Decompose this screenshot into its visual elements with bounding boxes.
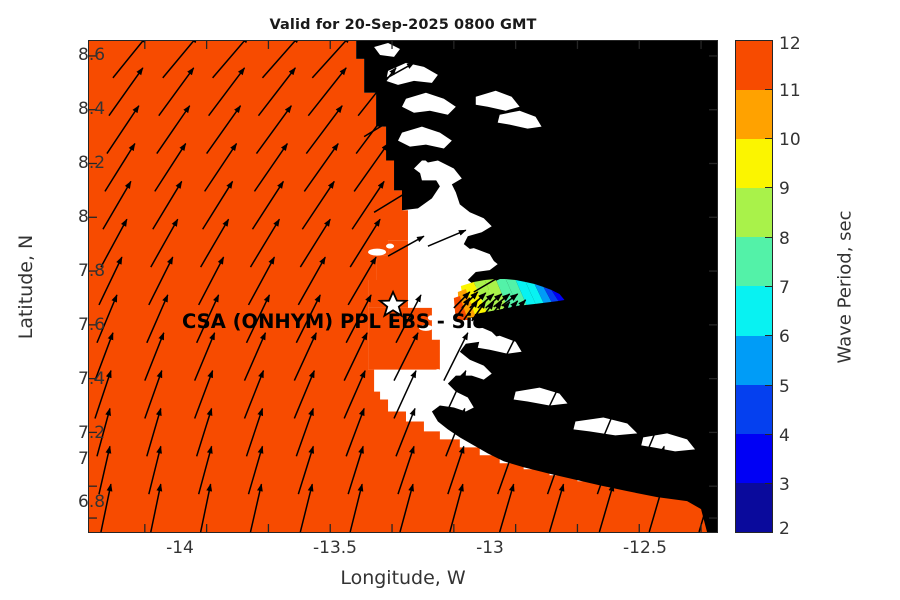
- ytick-label-6: 7.4: [78, 369, 106, 389]
- colorbar-tickmark-10: [765, 138, 773, 140]
- xtick-label-1: -13.5: [313, 538, 357, 558]
- offshore-wave-period-field: [89, 41, 717, 532]
- axis-tickmarks: [89, 41, 717, 532]
- colorbar-band-9-10: [736, 139, 772, 189]
- colorbar-tickmark-8: [765, 237, 773, 239]
- ytick-label-1: 8.4: [78, 99, 106, 119]
- colorbar-label-4: 4: [779, 426, 790, 446]
- ytick-label-3: 8: [78, 207, 89, 227]
- colorbar-tickmark-9: [765, 187, 773, 189]
- xtick-label-2: -13: [476, 538, 504, 558]
- colorbar-band-4-5: [736, 384, 772, 434]
- x-axis-title: Longitude, W: [340, 567, 466, 589]
- colorbar-band-8-9: [736, 188, 772, 238]
- colorbar-label-8: 8: [779, 229, 790, 249]
- colorbar-label-3: 3: [779, 475, 790, 495]
- y-axis-title-wrap: Latitude, N: [15, 0, 37, 600]
- colorbar-label-6: 6: [779, 327, 790, 347]
- colorbar-label-10: 10: [779, 130, 801, 150]
- colorbar-tickmark-4: [765, 434, 773, 436]
- colorbar[interactable]: [735, 40, 773, 533]
- colorbar-band-7-8: [736, 237, 772, 287]
- colorbar-label-5: 5: [779, 377, 790, 397]
- ytick-label-5: 7.6: [78, 315, 106, 335]
- colorbar-tickmark-5: [765, 385, 773, 387]
- landmass-polygon: [392, 41, 717, 532]
- colorbar-band-5-6: [736, 335, 772, 385]
- colorbar-label-12: 12: [779, 34, 801, 54]
- colorbar-tickmark-7: [765, 286, 773, 288]
- colorbar-label-7: 7: [779, 278, 790, 298]
- colorbar-tickmark-11: [765, 89, 773, 91]
- wave-direction-arrows: [94, 41, 715, 532]
- colorbar-title: Wave Period, sec: [834, 210, 856, 364]
- offshore-field-north-lobe: [368, 210, 408, 308]
- colorbar-label-11: 11: [779, 81, 801, 101]
- xtick-label-3: -12.5: [623, 538, 667, 558]
- ytick-label-0: 8.6: [78, 45, 106, 65]
- offshore-islets: [368, 243, 445, 375]
- nearshore-direction-arrows: [453, 291, 527, 322]
- ytick-label-7: 7.2: [78, 423, 106, 443]
- y-axis-title: Latitude, N: [15, 234, 37, 340]
- colorbar-label-2: 2: [779, 519, 790, 539]
- ytick-label-8: 7: [78, 449, 89, 469]
- colorbar-band-6-7: [736, 286, 772, 336]
- ytick-label-2: 8.2: [78, 153, 106, 173]
- colorbar-tickmark-3: [765, 483, 773, 485]
- colorbar-band-3-4: [736, 433, 772, 483]
- colorbar-label-9: 9: [779, 179, 790, 199]
- figure-title: Valid for 20-Sep-2025 0800 GMT: [269, 17, 537, 33]
- landmass-north-peninsula: [356, 41, 462, 211]
- colorbar-band-11-12: [736, 41, 772, 91]
- colorbar-band-2-3: [736, 482, 772, 532]
- ytick-label-4: 7.8: [78, 261, 106, 281]
- xtick-label-0: -14: [166, 538, 194, 558]
- map-plot-area[interactable]: [88, 40, 718, 533]
- colorbar-tickmark-6: [765, 335, 773, 337]
- offshore-field-inlet: [368, 307, 440, 370]
- map-canvas: [89, 41, 717, 532]
- ytick-label-9: 6.8: [78, 492, 106, 512]
- station-star-marker[interactable]: [377, 289, 409, 318]
- colorbar-band-10-11: [736, 90, 772, 140]
